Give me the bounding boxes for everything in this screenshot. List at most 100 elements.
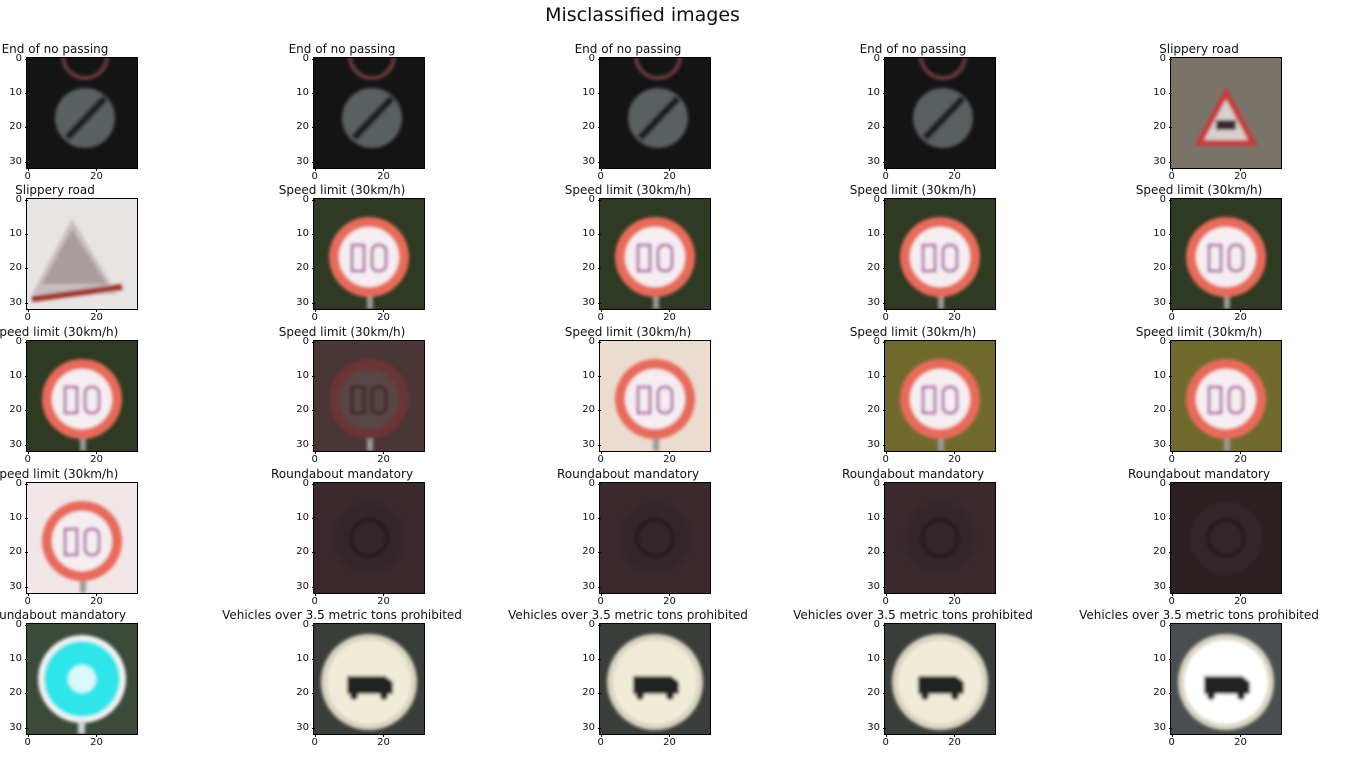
sign-roundabout-dark	[314, 483, 424, 593]
x-tick-label: 20	[659, 734, 679, 748]
y-tick-label: 30	[579, 581, 601, 592]
x-tick-label: 20	[944, 734, 964, 748]
x-tick-label: 20	[944, 309, 964, 323]
panel-title: Speed limit (30km/h)	[564, 183, 692, 197]
image-panel: Speed limit (30km/h) 0 10 20 30 0 20	[279, 325, 425, 465]
y-tick-label: 0	[1150, 53, 1172, 64]
x-tick-label: 20	[659, 168, 679, 182]
y-tick-label: 20	[1150, 405, 1172, 415]
y-tick-label: 10	[6, 654, 28, 664]
sign-slippery-road	[1171, 58, 1281, 168]
panel-title: Roundabout mandatory	[270, 467, 414, 481]
panel-title: Vehicles over 3.5 metric tons prohibited	[222, 608, 462, 622]
image-panel: Vehicles over 3.5 metric tons prohibited…	[222, 608, 462, 748]
sign-truck-prohibited	[600, 624, 710, 734]
x-tick-label: 0	[18, 309, 38, 323]
x-tick-label: 20	[373, 451, 393, 465]
y-tick-label: 30	[864, 156, 886, 167]
traffic-sign-image	[313, 340, 425, 452]
y-tick-label: 10	[579, 229, 601, 239]
traffic-sign-image	[26, 482, 138, 594]
panel-title: Slippery road	[15, 183, 95, 197]
y-tick-label: 0	[864, 53, 886, 64]
y-tick-label: 10	[1150, 371, 1172, 381]
y-tick-label: 0	[293, 53, 315, 64]
x-tick-label: 0	[876, 451, 896, 465]
y-tick-label: 10	[864, 513, 886, 523]
y-tick-label: 0	[579, 478, 601, 489]
y-tick-label: 10	[579, 371, 601, 381]
y-tick-label: 0	[864, 478, 886, 489]
sign-speed-30-yellow	[1171, 341, 1281, 451]
y-tick-label: 0	[1150, 478, 1172, 489]
panel-title: End of no passing	[288, 42, 396, 56]
y-tick-label: 20	[579, 405, 601, 415]
x-tick-label: 20	[1230, 168, 1250, 182]
sign-speed-30	[314, 199, 424, 309]
traffic-sign-image	[313, 57, 425, 169]
y-tick-label: 0	[293, 194, 315, 205]
traffic-sign-image	[884, 57, 996, 169]
x-tick-label: 0	[1162, 593, 1182, 607]
y-tick-label: 30	[293, 581, 315, 592]
sign-truck-prohibited	[885, 624, 995, 734]
y-tick-label: 20	[293, 405, 315, 415]
panel-title: Roundabout mandatory	[841, 467, 985, 481]
sign-speed-30	[1171, 199, 1281, 309]
y-tick-label: 30	[579, 156, 601, 167]
panel-title: Roundabout mandatory	[1127, 467, 1271, 481]
x-tick-label: 0	[591, 309, 611, 323]
sign-speed-30	[600, 199, 710, 309]
y-tick-label: 20	[1150, 688, 1172, 698]
traffic-sign-image	[26, 57, 138, 169]
y-tick-label: 10	[6, 513, 28, 523]
traffic-sign-image	[1170, 482, 1282, 594]
y-tick-label: 0	[579, 336, 601, 347]
traffic-sign-image	[1170, 623, 1282, 735]
image-panel: Vehicles over 3.5 metric tons prohibited…	[793, 608, 1033, 748]
y-tick-label: 30	[1150, 581, 1172, 592]
y-tick-label: 0	[579, 619, 601, 630]
panel-title: Vehicles over 3.5 metric tons prohibited	[508, 608, 748, 622]
x-tick-label: 0	[876, 734, 896, 748]
panel-title: Speed limit (30km/h)	[278, 325, 406, 339]
y-tick-label: 20	[864, 122, 886, 132]
image-panel: End of no passing 0 10 20 30 0 20	[287, 42, 425, 182]
image-panel: Speed limit (30km/h) 0 10 20 30 0 20	[0, 467, 138, 607]
x-tick-label: 0	[305, 593, 325, 607]
y-tick-label: 30	[1150, 156, 1172, 167]
y-tick-label: 0	[6, 194, 28, 205]
x-tick-label: 0	[876, 168, 896, 182]
image-panel: Speed limit (30km/h) 0 10 20 30 0 20	[1136, 325, 1282, 465]
traffic-sign-image	[599, 482, 711, 594]
sign-end-no-passing	[27, 58, 137, 168]
y-tick-label: 0	[6, 53, 28, 64]
x-tick-label: 20	[86, 593, 106, 607]
sign-roundabout-dark	[885, 483, 995, 593]
x-tick-label: 0	[305, 309, 325, 323]
y-tick-label: 30	[864, 722, 886, 733]
x-tick-label: 20	[373, 168, 393, 182]
sign-speed-30	[27, 341, 137, 451]
traffic-sign-image	[1170, 198, 1282, 310]
y-tick-label: 10	[293, 513, 315, 523]
y-tick-label: 10	[293, 371, 315, 381]
x-tick-label: 0	[305, 168, 325, 182]
panel-title: Speed limit (30km/h)	[278, 183, 406, 197]
y-tick-label: 30	[6, 297, 28, 308]
y-tick-label: 30	[864, 581, 886, 592]
y-tick-label: 0	[6, 478, 28, 489]
traffic-sign-image	[26, 623, 138, 735]
image-panel: Speed limit (30km/h) 0 10 20 30 0 20	[850, 325, 996, 465]
sign-slippery-road-blurred	[27, 199, 137, 309]
image-panel: End of no passing 0 10 20 30 0 20	[0, 42, 138, 182]
y-tick-label: 0	[6, 336, 28, 347]
y-tick-label: 20	[864, 405, 886, 415]
y-tick-label: 20	[293, 122, 315, 132]
y-tick-label: 20	[6, 688, 28, 698]
y-tick-label: 20	[6, 263, 28, 273]
y-tick-label: 20	[579, 122, 601, 132]
y-tick-label: 20	[579, 263, 601, 273]
